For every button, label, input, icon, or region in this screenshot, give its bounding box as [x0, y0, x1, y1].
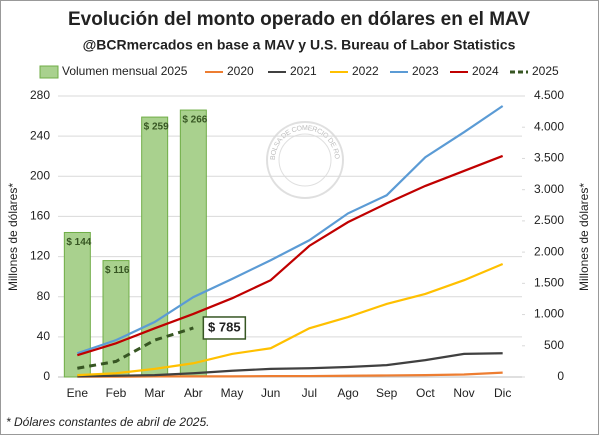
line — [77, 352, 503, 378]
legend-label: 2022 — [352, 64, 379, 78]
line — [77, 371, 503, 378]
chart-title: Evolución del monto operado en dólares e… — [68, 9, 530, 30]
x-tick-label: Mar — [144, 386, 165, 400]
y2-tick-label: 500 — [544, 338, 564, 352]
footnote: * Dólares constantes de abril de 2025. — [6, 415, 209, 429]
bar-value-label: $ 116 — [105, 265, 130, 276]
x-tick-label: Dic — [494, 386, 511, 400]
y2-tick-label: 2.500 — [534, 213, 564, 227]
y2-tick-label: 2.000 — [534, 244, 564, 258]
x-tick-label: Nov — [453, 386, 474, 400]
line — [76, 105, 504, 355]
legend-label: 2023 — [412, 64, 439, 78]
bar-value-label: $ 266 — [182, 115, 207, 126]
legend-label: Volumen mensual 2025 — [62, 64, 188, 78]
x-tick-label: Sep — [376, 386, 398, 400]
line — [77, 326, 194, 370]
bar — [102, 260, 130, 378]
y2-tick-label: 4.000 — [534, 119, 564, 133]
y2-tick-label: 4.500 — [534, 88, 564, 102]
bar — [63, 231, 91, 378]
y2-tick-label: 1.500 — [534, 276, 564, 290]
y-tick-label: 0 — [43, 369, 50, 383]
legend-label: 2021 — [290, 64, 317, 78]
bar-value-label: $ 259 — [144, 122, 169, 133]
y2-tick-label: 1.000 — [534, 307, 564, 321]
y-axis-label: Millones de dólares* — [6, 183, 20, 291]
bar — [141, 116, 169, 378]
legend-label: 2025 — [532, 64, 559, 78]
y-tick-label: 280 — [30, 88, 50, 102]
legend-label: 2024 — [472, 64, 499, 78]
y-tick-label: 40 — [37, 329, 51, 343]
x-tick-label: Feb — [106, 386, 127, 400]
x-tick-label: Abr — [184, 386, 203, 400]
x-tick-label: Ene — [67, 386, 89, 400]
x-tick-label: Ago — [337, 386, 359, 400]
legend-swatch — [39, 65, 59, 79]
y-tick-label: 160 — [30, 209, 50, 223]
x-tick-label: Jul — [302, 386, 317, 400]
x-tick-label: Jun — [261, 386, 280, 400]
x-tick-label: Oct — [416, 386, 435, 400]
y2-tick-label: 0 — [557, 369, 564, 383]
chart-subtitle: @BCRmercados en base a MAV y U.S. Bureau… — [83, 37, 516, 53]
bar-value-label: $ 144 — [66, 237, 91, 248]
y-tick-label: 240 — [30, 128, 50, 142]
line — [77, 262, 504, 377]
y-tick-label: 80 — [37, 289, 51, 303]
line — [77, 154, 504, 357]
x-tick-label: May — [221, 386, 244, 400]
y-tick-label: 120 — [30, 249, 50, 263]
line-value-label: $ 785 — [208, 319, 241, 334]
y2-tick-label: 3.500 — [534, 151, 564, 165]
legend-label: 2020 — [227, 64, 254, 78]
watermark-seal — [266, 121, 344, 199]
y2-axis-label: Millones de dólares* — [577, 183, 591, 291]
bar — [179, 109, 207, 378]
y2-tick-label: 3.000 — [534, 182, 564, 196]
annotation-box — [202, 316, 247, 340]
y-tick-label: 200 — [30, 168, 50, 182]
